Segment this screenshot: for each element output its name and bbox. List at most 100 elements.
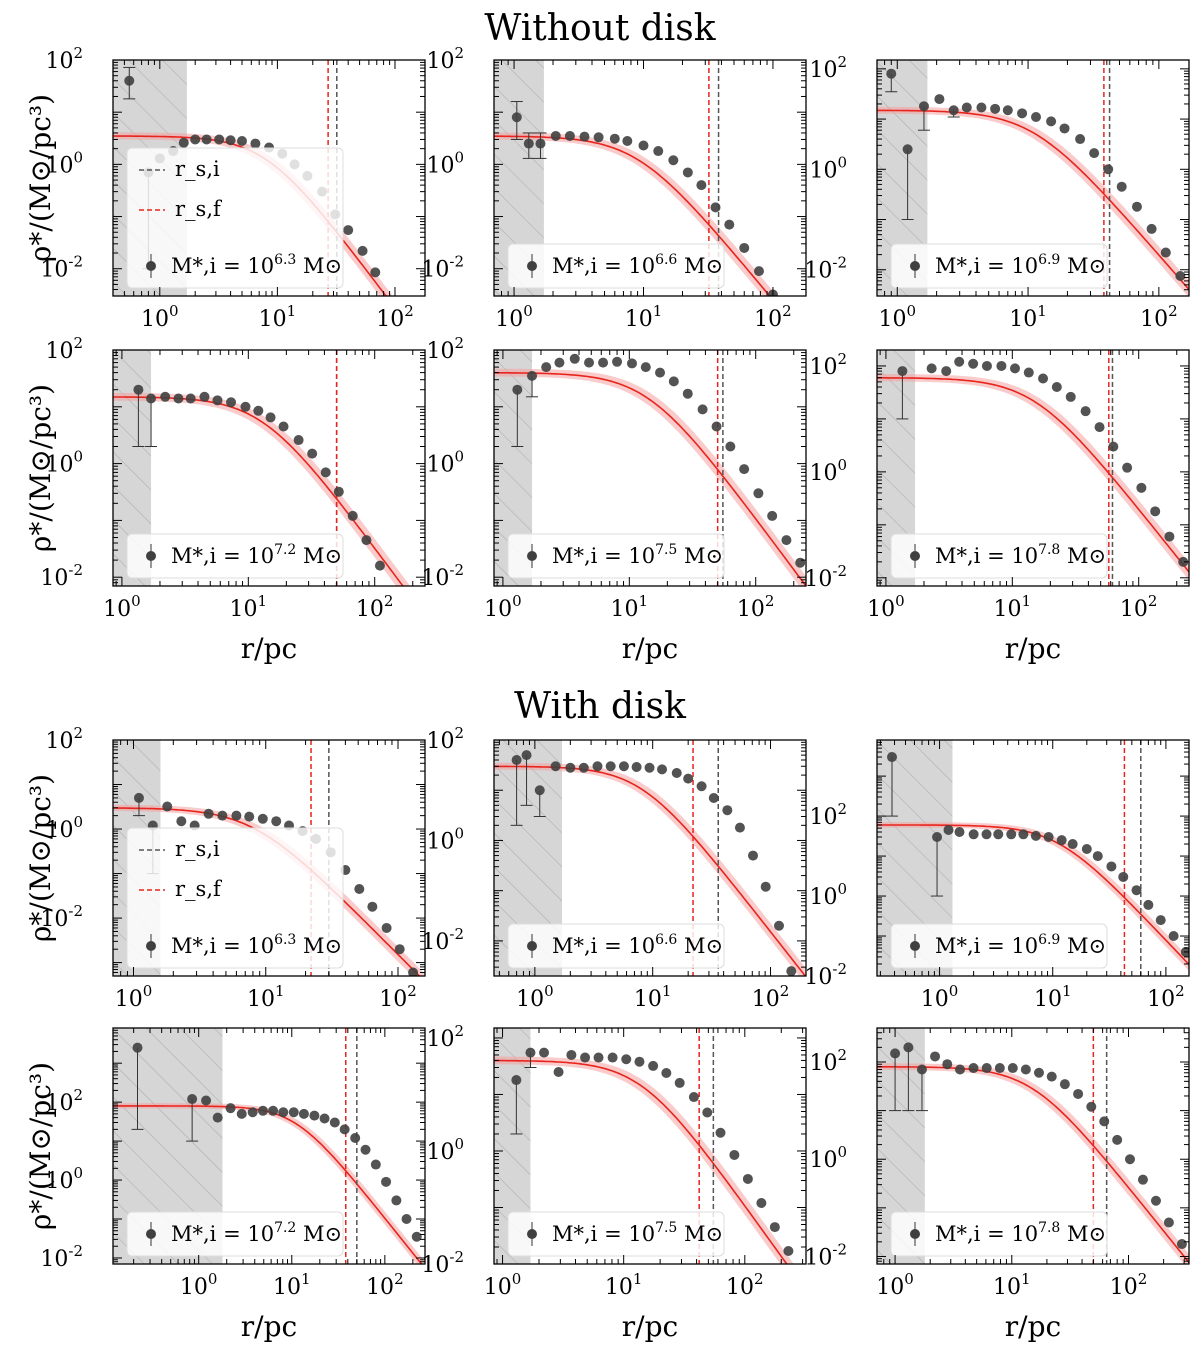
data-point [212,395,223,406]
data-point [535,138,546,149]
fit-curve [494,765,806,976]
panel-5: M*,i = 107.5 M⊙ 100 101 102 10-2 100 102 r/pc [421,334,807,665]
x-tick-label: 101 [273,1270,311,1300]
axes-frame [493,1027,807,1265]
data-point [1073,1088,1084,1099]
data-point [942,1059,953,1070]
legend-marker [146,261,156,271]
data-point [1092,851,1103,862]
data-point [565,762,576,773]
data-point [897,366,908,377]
data-point [367,901,378,912]
data-point [1017,108,1028,119]
legend-mass-label: M*,i = 106.6 M⊙ [552,932,723,958]
data-point [1099,1116,1110,1127]
data-point [584,357,595,368]
legend-marker [527,1229,537,1239]
data-point [702,1107,713,1118]
data-point [360,1144,371,1155]
data-point [307,448,318,459]
data-point [996,360,1007,371]
data-point [668,376,679,387]
data-point [968,358,979,369]
data-point [753,488,764,499]
legend-box [890,243,1108,289]
data-point [1136,482,1147,493]
y-tick-label: 10-2 [421,925,464,955]
data-point [753,266,764,277]
x-axis: 100 101 102 [867,350,1178,622]
data-point [1124,1154,1135,1165]
data-point [781,535,792,546]
data-point [648,1060,659,1071]
legend: M*,i = 107.8 M⊙ [890,1211,1108,1257]
legend: M*,i = 107.8 M⊙ [890,533,1108,579]
x-tick-label: 102 [754,302,792,332]
data-point [1168,931,1179,942]
legend: r_s,i r_s,f M*,i = 106.3 M⊙ [126,147,344,289]
x-axis-label: r/pc [622,632,678,665]
data-point [511,112,522,123]
x-tick-label: 101 [605,1270,643,1300]
legend-mass-label: M*,i = 107.5 M⊙ [552,542,723,568]
legend: M*,i = 106.6 M⊙ [507,243,725,289]
data-point [1178,556,1189,567]
data-point [354,883,365,894]
x-tick-label: 101 [1034,982,1072,1012]
data-point [199,391,210,402]
data-point [903,1042,914,1053]
data-point [370,267,381,278]
x-axis-label: r/pc [1005,632,1061,665]
data-point [320,467,331,478]
data-point [527,370,538,381]
legend-box [507,1211,725,1257]
axes-frame [112,349,426,587]
data-point [887,752,898,763]
data-point [634,1056,645,1067]
x-tick-label: 100 [103,592,141,622]
fit-uncertainty-band [877,822,1189,971]
axes-frame [876,59,1190,297]
data-point [1089,148,1100,159]
data-point [943,824,954,835]
y-axis-label: ρ*/(M⊙/pc³) [24,384,57,552]
data-point [578,762,589,773]
x-tick-label: 102 [1120,592,1158,622]
y-tick-label: 102 [426,44,464,74]
data-point [1056,835,1067,846]
data-point [786,966,797,976]
legend: M*,i = 107.2 M⊙ [126,1211,344,1257]
legend-box [126,533,344,579]
axes-frame [493,349,807,587]
data-point [539,1047,550,1058]
fit-curve [877,109,1189,291]
data-point [564,130,575,141]
data-point [319,1113,330,1124]
data-point [278,421,289,432]
data-point [160,391,171,402]
y-tick-label: 10-2 [421,1248,464,1278]
y-tick-label: 102 [45,334,83,364]
data-point [257,1105,268,1116]
x-tick-label: 100 [141,302,179,332]
x-tick-label: 102 [737,592,775,622]
legend-marker [527,941,537,951]
x-tick-label: 101 [994,592,1032,622]
panel-6: M*,i = 107.8 M⊙ 100 101 102 10-2 100 102 r/pc [804,349,1190,665]
data-point [225,1103,236,1114]
data-point [1065,391,1076,402]
data-point [1155,915,1166,926]
y-tick-label: 10-2 [40,902,83,932]
axes-frame [876,1027,1190,1265]
y-tick-label: 100 [809,1143,847,1173]
data-point [288,1107,299,1118]
y-tick-label: 100 [45,1164,83,1194]
data-point [934,94,945,105]
y-tick-label: 102 [809,1046,847,1076]
data-point [1116,181,1127,192]
data-point [370,1159,381,1170]
data-point [1023,367,1034,378]
panel-12: M*,i = 107.8 M⊙ 100 101 102 10-2 100 102 r/pc [804,1027,1190,1343]
